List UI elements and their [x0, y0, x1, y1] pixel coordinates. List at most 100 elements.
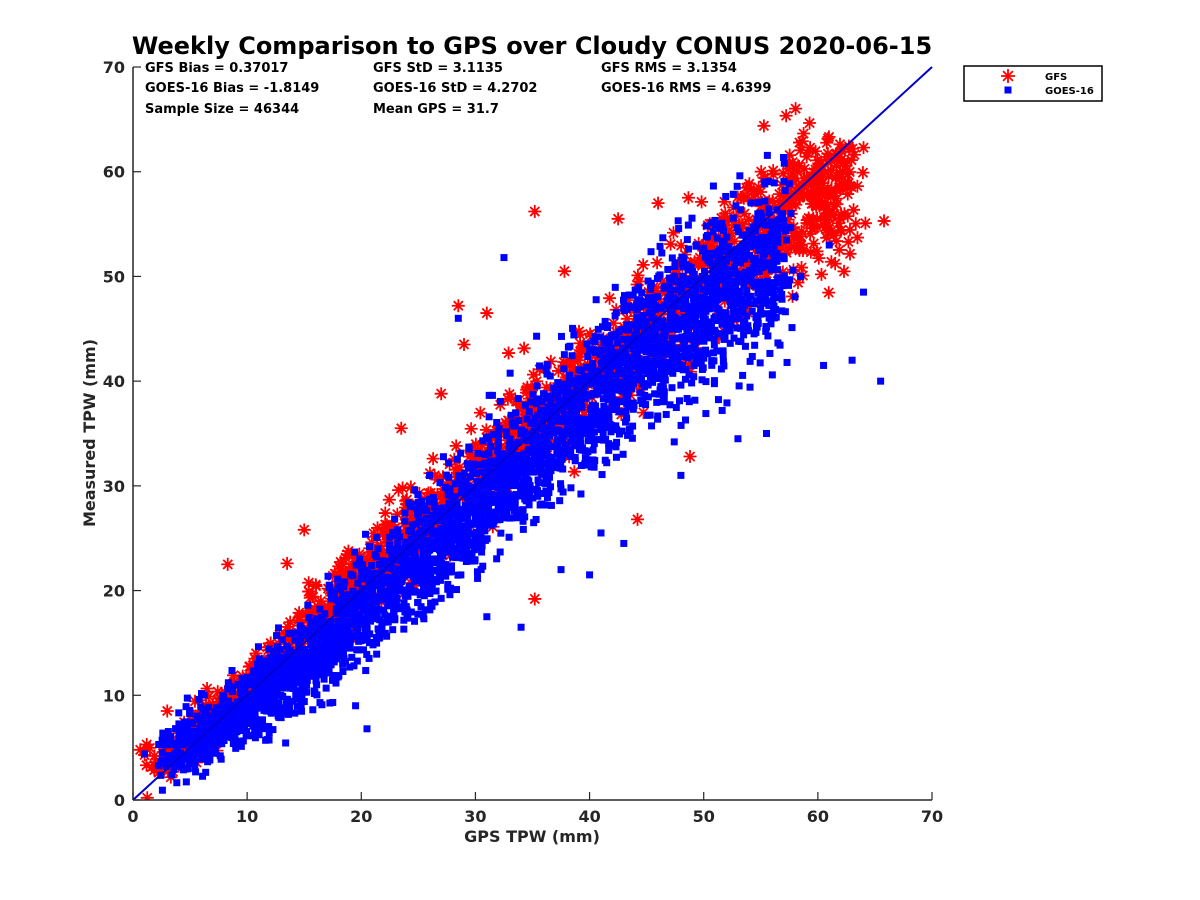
- data-point: [318, 701, 326, 709]
- data-point: [714, 224, 722, 232]
- data-point: [631, 331, 639, 339]
- data-point: [628, 384, 636, 392]
- data-point: [604, 411, 612, 419]
- data-point: [521, 401, 529, 409]
- data-point: [339, 591, 347, 599]
- data-point: [705, 300, 713, 308]
- data-point: [525, 430, 533, 438]
- data-point: [423, 559, 431, 567]
- data-point: [376, 561, 384, 569]
- data-point: [470, 546, 478, 554]
- data-point: [503, 508, 511, 516]
- data-point: [831, 150, 845, 164]
- data-point: [789, 266, 797, 274]
- data-point: [358, 590, 366, 598]
- data-point: [766, 164, 780, 178]
- data-point: [564, 414, 572, 422]
- data-point: [220, 736, 228, 744]
- data-point: [226, 733, 234, 741]
- data-point: [605, 446, 613, 454]
- data-point: [426, 606, 434, 614]
- data-point: [613, 438, 621, 446]
- data-point: [351, 590, 359, 598]
- data-point: [535, 461, 543, 469]
- data-point: [182, 778, 190, 786]
- data-point: [719, 224, 727, 232]
- data-point: [791, 293, 799, 301]
- data-point: [744, 277, 752, 285]
- data-point: [540, 390, 548, 398]
- data-point: [809, 200, 823, 214]
- data-point: [805, 173, 819, 187]
- data-point: [665, 282, 673, 290]
- data-point: [227, 675, 241, 689]
- data-point: [812, 251, 826, 265]
- data-point: [577, 429, 585, 437]
- data-point: [232, 744, 240, 752]
- data-point: [600, 402, 608, 410]
- data-point: [251, 734, 259, 742]
- data-point: [376, 616, 384, 624]
- data-point: [139, 758, 153, 772]
- data-point: [217, 703, 225, 711]
- data-point: [419, 559, 427, 567]
- data-point: [292, 691, 300, 699]
- data-point: [507, 426, 521, 440]
- data-point: [765, 209, 773, 217]
- data-point: [522, 471, 530, 479]
- data-point: [726, 246, 734, 254]
- data-point: [544, 459, 552, 467]
- data-point: [300, 670, 308, 678]
- data-point: [228, 667, 236, 675]
- data-point: [611, 283, 619, 291]
- data-point: [369, 570, 377, 578]
- data-point: [339, 551, 353, 565]
- data-point: [356, 555, 364, 563]
- data-point: [752, 278, 760, 286]
- data-point: [748, 352, 756, 360]
- data-point: [629, 291, 637, 299]
- data-point: [334, 617, 342, 625]
- data-point: [739, 371, 747, 379]
- data-point: [542, 366, 550, 374]
- data-point: [683, 236, 691, 244]
- data-point: [657, 365, 665, 373]
- data-point: [758, 226, 772, 240]
- data-point: [830, 197, 844, 211]
- data-point: [343, 579, 357, 593]
- data-point: [551, 364, 565, 378]
- data-point: [592, 296, 600, 304]
- data-point: [685, 326, 693, 334]
- data-point: [542, 413, 550, 421]
- data-point: [479, 437, 487, 445]
- data-point: [242, 681, 250, 689]
- data-point: [204, 747, 212, 755]
- data-point: [751, 235, 759, 243]
- data-point: [821, 199, 835, 213]
- outlier-point: [877, 214, 891, 228]
- data-point: [507, 411, 515, 419]
- data-point: [599, 427, 607, 435]
- data-point: [692, 358, 700, 366]
- data-point: [318, 658, 326, 666]
- data-point: [709, 182, 717, 190]
- data-point: [283, 695, 291, 703]
- data-point: [670, 294, 678, 302]
- data-point: [478, 548, 486, 556]
- data-point: [265, 723, 273, 731]
- data-point: [577, 387, 585, 395]
- data-point: [357, 575, 365, 583]
- data-point: [255, 731, 263, 739]
- data-point: [685, 398, 693, 406]
- data-point: [652, 322, 660, 330]
- outlier-point: [557, 264, 571, 278]
- data-point: [363, 650, 371, 658]
- data-point: [754, 198, 762, 206]
- data-point: [563, 403, 571, 411]
- data-point: [403, 547, 411, 555]
- data-point: [644, 381, 652, 389]
- data-point: [841, 235, 855, 249]
- data-point: [807, 237, 821, 251]
- data-point: [599, 383, 607, 391]
- data-point: [688, 322, 696, 330]
